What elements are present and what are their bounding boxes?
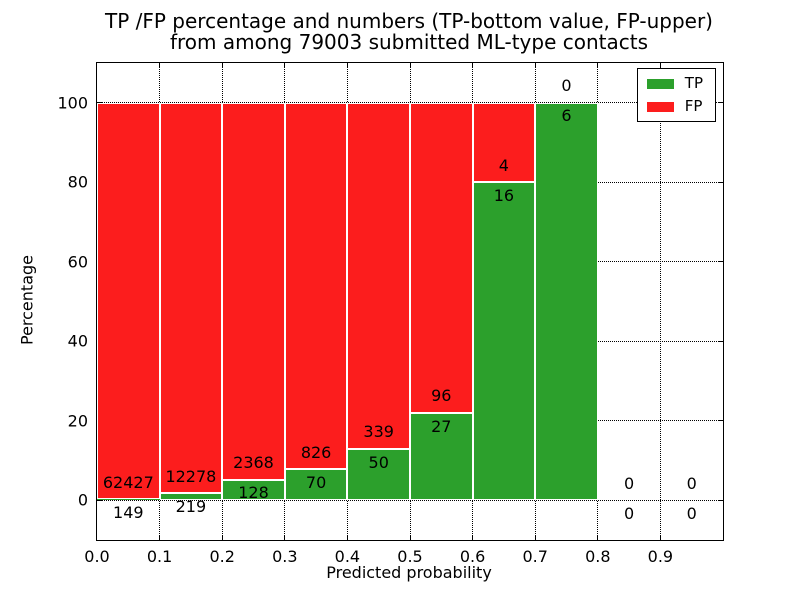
y-tick-label: 0 — [77, 490, 88, 510]
y-tick-mark — [718, 420, 723, 422]
y-tick-mark — [718, 181, 723, 183]
fp-swatch-icon — [646, 101, 674, 112]
x-tick-label: 0.0 — [84, 547, 110, 566]
x-tick-mark — [534, 535, 536, 540]
chart-title-line2: from among 79003 submitted ML-type conta… — [169, 30, 649, 54]
tp-count-label: 50 — [368, 452, 389, 472]
fp-count-label: 62427 — [102, 472, 154, 492]
tp-bar-segment — [347, 449, 410, 501]
x-tick-label: 0.6 — [459, 547, 486, 566]
fp-count-label: 0 — [686, 473, 697, 493]
legend-entry-fp: FP — [646, 97, 703, 115]
fp-bar-segment — [222, 102, 285, 480]
fp-count-label: 2368 — [233, 453, 274, 473]
x-tick-mark — [472, 63, 474, 68]
fp-count-label: 4 — [498, 155, 509, 175]
fp-count-label: 12278 — [165, 466, 217, 486]
y-tick-label: 60 — [67, 252, 88, 272]
x-axis-label: Predicted probability — [326, 563, 492, 582]
x-tick-mark — [346, 535, 348, 540]
tp-bar-segment — [222, 479, 285, 501]
x-tick-mark — [221, 535, 223, 540]
y-tick-mark — [718, 340, 723, 342]
legend-label: TP — [684, 74, 703, 92]
x-tick-label: 0.8 — [585, 547, 611, 566]
y-tick-label: 20 — [67, 411, 88, 431]
tp-count-label: 128 — [238, 483, 269, 503]
x-gridline — [597, 63, 599, 540]
fp-bar-segment — [410, 102, 473, 413]
tp-count-label: 219 — [175, 496, 207, 516]
tp-count-label: 6 — [561, 106, 572, 126]
y-tick-mark — [718, 261, 723, 263]
x-tick-mark — [221, 63, 223, 68]
x-tick-mark — [284, 535, 286, 540]
x-tick-mark — [159, 63, 161, 68]
fp-bar-segment — [97, 102, 160, 500]
y-tick-mark — [97, 499, 102, 501]
y-tick-mark — [718, 102, 723, 104]
plot-area: 0 20 40 60 80 100 0.0 0.1 0.2 0.3 0.4 0.5 0.6 0.7 0.8 0… — [57, 62, 724, 566]
tp-swatch-icon — [646, 78, 674, 89]
x-tick-mark — [346, 63, 348, 68]
y-tick-label: 40 — [67, 331, 88, 351]
y-axis-label: Percentage — [17, 254, 37, 346]
tp-count-label: 0 — [624, 503, 635, 523]
fp-bar-segment — [347, 102, 410, 450]
tp-count-label: 16 — [493, 185, 515, 205]
x-tick-mark — [659, 63, 661, 68]
tp-bar-segment — [535, 102, 598, 501]
x-tick-label: 0.9 — [647, 547, 674, 566]
y-tick-mark — [97, 102, 102, 104]
chart-title: TP /FP percentage and numbers (TP-bottom… — [96, 11, 722, 53]
fp-count-label: 826 — [300, 442, 332, 462]
legend-entry-tp: TP — [646, 74, 703, 92]
fp-count-label: 0 — [624, 473, 635, 493]
x-tick-mark — [659, 535, 661, 540]
x-tick-label: 0.3 — [272, 547, 298, 566]
x-tick-mark — [409, 535, 411, 540]
tp-count-label: 27 — [431, 416, 452, 436]
x-tick-label: 0.7 — [522, 547, 548, 566]
x-tick-mark — [472, 535, 474, 540]
x-tick-mark — [597, 63, 599, 68]
x-tick-mark — [159, 535, 161, 540]
tp-count-label: 0 — [686, 503, 697, 523]
x-tick-label: 0.2 — [209, 547, 235, 566]
tp-bar-segment — [97, 499, 160, 501]
x-tick-label: 0.1 — [146, 547, 173, 566]
fp-bar-segment — [472, 102, 536, 183]
tp-bar-segment — [472, 182, 536, 501]
chart-title-line1: TP /FP percentage and numbers (TP-bottom… — [105, 9, 713, 33]
tp-count-label: 70 — [305, 472, 327, 492]
x-tick-mark — [534, 63, 536, 68]
fp-count-label: 96 — [431, 386, 452, 406]
x-gridline — [659, 63, 661, 540]
x-tick-mark — [597, 535, 599, 540]
tp-bar-segment — [159, 493, 223, 501]
fp-count-label: 339 — [363, 422, 394, 442]
legend-label: FP — [684, 97, 703, 115]
legend: TP FP — [636, 68, 716, 122]
x-tick-mark — [409, 63, 411, 68]
x-tick-label: 0.5 — [397, 547, 423, 566]
tp-bar-segment — [284, 469, 348, 501]
x-tick-label: 0.4 — [334, 547, 361, 566]
tp-bar-segment — [410, 413, 473, 501]
y-tick-label: 100 — [57, 93, 88, 113]
fp-bar-segment — [159, 102, 223, 494]
y-tick-mark — [718, 499, 723, 501]
y-tick-label: 80 — [67, 172, 88, 192]
tp-count-label: 149 — [113, 502, 144, 522]
fp-bar-segment — [284, 102, 348, 470]
fp-count-label: 0 — [561, 76, 572, 96]
x-tick-mark — [284, 63, 286, 68]
